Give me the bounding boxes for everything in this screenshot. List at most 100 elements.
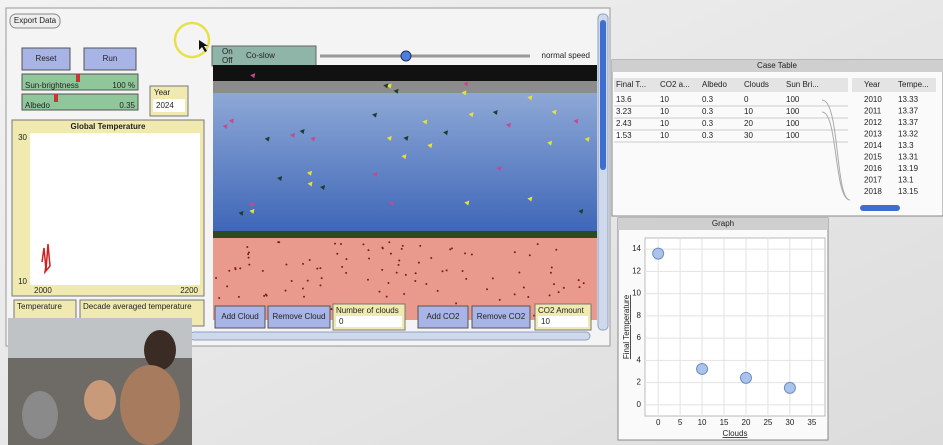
heat-dot: [398, 259, 401, 262]
y-tick-label: 0: [637, 400, 642, 409]
heat-dot: [528, 254, 531, 257]
y-axis-label: Final Temperature: [622, 294, 631, 359]
plot-y-min: 10: [18, 277, 27, 286]
heat-dot: [549, 271, 552, 274]
heat-dot: [449, 248, 452, 251]
ray: [372, 112, 378, 118]
heat-dot: [414, 272, 417, 275]
monitor-label: Temperature: [17, 302, 62, 311]
ray: [393, 88, 399, 94]
heat-dot: [403, 293, 406, 296]
heat-dot: [548, 294, 551, 297]
heat-dot: [228, 269, 231, 272]
x-tick-label: 20: [742, 418, 751, 427]
heat-dot: [522, 286, 525, 289]
ray: [264, 136, 270, 142]
y-tick-label: 14: [632, 244, 641, 253]
case-table: Final T... 13.6 3.23 2.43 1.53 CO2 a... 10 10 10…: [614, 78, 936, 211]
heat-dot: [518, 271, 521, 274]
remove-co2-button[interactable]: [471, 305, 531, 329]
ray: [464, 200, 470, 206]
ray: [249, 208, 255, 214]
remove-cloud-button[interactable]: [267, 305, 331, 329]
heat-dot: [301, 287, 304, 290]
heat-dot: [491, 277, 494, 280]
add-cloud-button[interactable]: [214, 305, 266, 329]
x-tick-label: 30: [785, 418, 794, 427]
ray: [228, 118, 234, 124]
heat-dot: [378, 290, 381, 293]
cell: 2015: [864, 153, 882, 162]
speed-tooltip: Co-slow: [246, 51, 275, 60]
heat-dot: [562, 286, 565, 289]
heat-dot: [582, 282, 585, 285]
ray: [527, 196, 533, 202]
x-tick-label: 25: [763, 418, 772, 427]
cell: 20: [744, 119, 753, 128]
reset-label: Reset: [36, 54, 58, 63]
cell: 100: [786, 95, 800, 104]
button-label: Remove CO2: [477, 312, 526, 321]
albedo-slider[interactable]: [21, 93, 139, 111]
y-tick-label: 4: [637, 355, 642, 364]
scroll-thumb[interactable]: [600, 20, 606, 170]
point: [696, 362, 709, 375]
run-button[interactable]: [83, 47, 137, 71]
ray: [527, 95, 533, 101]
x-tick-label: 15: [720, 418, 729, 427]
speed-knob[interactable]: [400, 50, 412, 62]
monitor-label: Decade averaged temperature: [83, 302, 192, 311]
heat-dot: [306, 279, 309, 282]
heat-dot: [336, 252, 339, 255]
ray: [496, 166, 502, 172]
column-header: Final T...: [616, 80, 646, 89]
cell: 100: [786, 131, 800, 140]
heat-dot: [226, 285, 229, 288]
heat-dot: [218, 296, 221, 299]
ray: [547, 140, 553, 146]
cell: 2016: [864, 164, 882, 173]
monitor-value: 2024: [156, 101, 174, 110]
monitor-box: [336, 316, 402, 327]
reset-button[interactable]: [21, 47, 71, 71]
cell: 30: [744, 131, 753, 140]
cell: 2014: [864, 141, 882, 150]
graph-title: Graph: [712, 219, 734, 228]
heat-dot: [536, 243, 539, 246]
heat-dot: [464, 252, 467, 255]
heat-dot: [345, 271, 348, 274]
cell: 1.53: [616, 131, 632, 140]
cell: 3.23: [616, 107, 632, 116]
slider-knob[interactable]: [76, 74, 80, 82]
ray: [584, 136, 590, 142]
column-header: Clouds: [744, 80, 769, 89]
ray: [461, 90, 467, 96]
ray: [249, 201, 255, 207]
heat-dot: [419, 244, 422, 247]
window-title: Case Table: [757, 61, 797, 70]
point: [739, 371, 752, 384]
ray: [222, 123, 228, 129]
monitor-box: [153, 99, 185, 112]
y-tick-label: 12: [632, 266, 641, 275]
webcam-person: [22, 391, 58, 439]
header-row: [614, 78, 848, 92]
button-label: Remove Cloud: [273, 312, 326, 321]
column-header: Sun Bri...: [786, 80, 819, 89]
cell: 0.3: [702, 107, 714, 116]
ray: [306, 170, 312, 176]
relation-lines: [821, 99, 851, 201]
ray: [403, 135, 409, 141]
y-tick-label: 2: [637, 378, 642, 387]
heat-dot: [401, 244, 404, 247]
heat-dot: [341, 265, 344, 268]
ray: [463, 81, 469, 87]
heat-dot: [425, 282, 428, 285]
add-co2-button[interactable]: [417, 305, 469, 329]
heat-dot: [455, 302, 458, 305]
export-button[interactable]: [9, 13, 61, 29]
cell: 13.15: [898, 187, 919, 196]
slider-knob[interactable]: [54, 94, 58, 102]
slider-value: 0.35: [119, 101, 135, 110]
heat-dot: [513, 293, 516, 296]
